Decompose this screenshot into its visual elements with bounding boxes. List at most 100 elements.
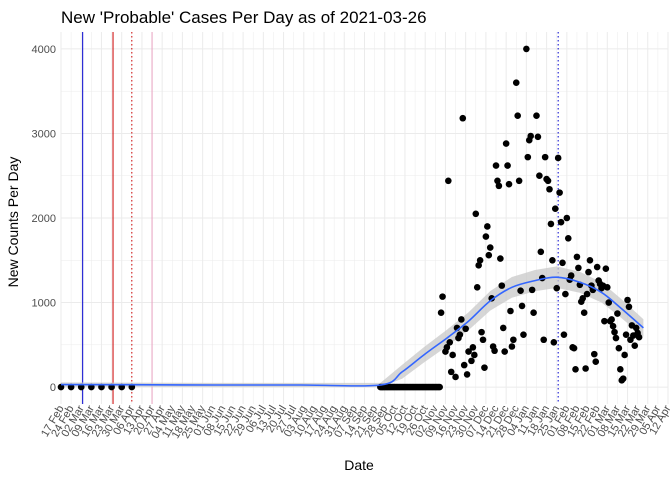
data-point (560, 331, 568, 338)
data-point (443, 344, 451, 351)
data-point (564, 234, 572, 242)
data-point (567, 272, 575, 279)
data-point (504, 162, 511, 169)
data-point (632, 324, 640, 332)
data-point (77, 383, 85, 391)
data-point (536, 172, 543, 180)
data-point (580, 309, 588, 316)
data-point (608, 316, 615, 323)
data-point (537, 248, 545, 256)
data-point (534, 133, 542, 141)
data-point (586, 256, 594, 264)
data-point (530, 309, 537, 316)
data-point (479, 336, 487, 344)
data-point (484, 223, 491, 230)
data-point (570, 344, 578, 352)
data-point (475, 262, 482, 269)
data-point (551, 205, 559, 212)
data-point (612, 334, 620, 342)
data-point (478, 328, 485, 336)
data-point (508, 343, 516, 350)
data-point (611, 328, 618, 336)
data-point (456, 331, 464, 338)
y-axis-ticks: 0 1000 2000 3000 4000 (32, 44, 56, 394)
data-point (625, 303, 633, 311)
data-point (635, 333, 643, 341)
data-point (514, 112, 521, 119)
data-point (554, 154, 562, 162)
data-point (631, 342, 639, 349)
smooth-line-path (60, 276, 644, 387)
data-point (437, 309, 445, 316)
data-point (498, 282, 506, 289)
data-point (621, 351, 628, 359)
data-point (572, 366, 579, 373)
data-point (563, 214, 571, 222)
data-point (471, 351, 478, 359)
data-point (458, 316, 465, 323)
data-point (573, 253, 581, 261)
data-point (624, 296, 631, 304)
data-point (622, 331, 630, 338)
data-point (502, 140, 510, 147)
data-points (57, 45, 643, 391)
data-point (473, 284, 481, 291)
data-point (481, 364, 488, 371)
data-point (559, 259, 566, 267)
data-point (601, 317, 608, 325)
data-point (528, 286, 536, 294)
data-point (609, 322, 617, 330)
y-tick-label: 1000 (32, 298, 56, 310)
data-point (592, 358, 600, 366)
data-point (507, 307, 514, 315)
data-point (523, 45, 530, 53)
data-point (575, 264, 582, 272)
x-axis-title: Date (344, 457, 374, 473)
y-tick-label: 0 (50, 382, 56, 394)
y-tick-label: 4000 (32, 44, 56, 56)
data-point (605, 299, 613, 306)
data-point (547, 220, 555, 228)
data-point (593, 263, 601, 271)
data-point (540, 336, 548, 344)
data-point (619, 375, 627, 382)
data-point (579, 295, 587, 302)
data-point (546, 185, 553, 193)
data-point (582, 365, 589, 372)
grid (60, 32, 669, 404)
data-point (469, 344, 477, 351)
data-point (544, 177, 552, 185)
reference-lines (82, 32, 559, 404)
smooth-line (60, 276, 644, 387)
data-point (447, 368, 455, 376)
data-point (497, 255, 504, 262)
data-point (468, 357, 475, 365)
data-point (462, 325, 469, 333)
data-point (541, 153, 549, 161)
data-point (518, 302, 526, 310)
data-point (614, 310, 621, 317)
data-point (482, 233, 490, 240)
data-point (527, 132, 535, 140)
data-point (557, 218, 565, 226)
data-point (505, 180, 513, 188)
data-point (515, 177, 523, 185)
data-point (452, 373, 459, 381)
data-point (562, 290, 569, 298)
data-point (549, 256, 556, 264)
y-axis-title: New Counts Per Day (5, 157, 21, 288)
data-point (550, 338, 558, 346)
data-point (67, 383, 75, 391)
y-tick-label: 2000 (32, 213, 56, 225)
data-point (512, 79, 520, 87)
data-point (446, 338, 454, 346)
data-point (602, 265, 610, 273)
data-point (556, 189, 563, 196)
y-tick-label: 3000 (32, 128, 56, 140)
data-point (495, 182, 503, 190)
data-point (439, 293, 446, 300)
data-point (604, 284, 611, 291)
data-point (533, 112, 540, 119)
data-point (485, 251, 493, 259)
